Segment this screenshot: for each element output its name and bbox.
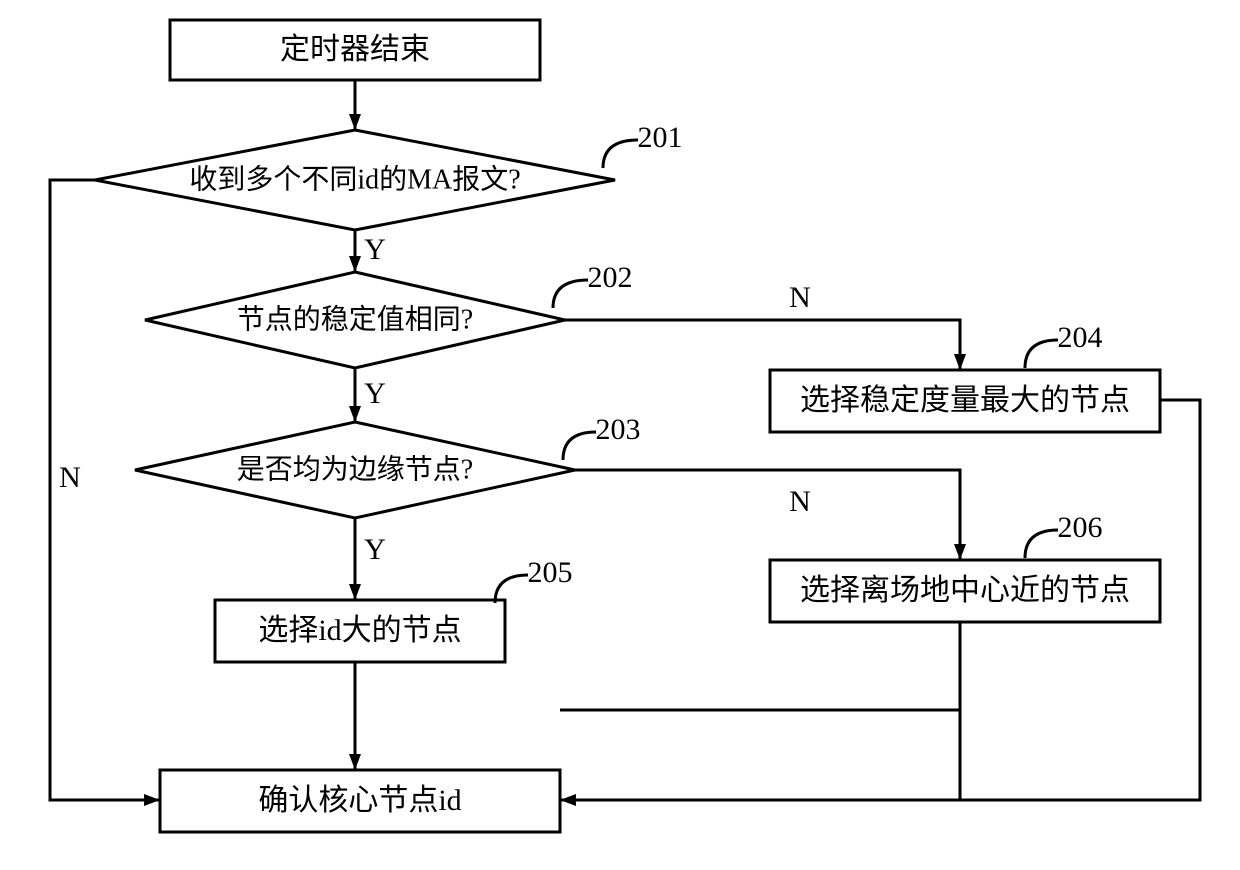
step-label-l203: 203 — [596, 413, 641, 446]
node-b205-text: 选择id大的节点 — [258, 614, 461, 647]
arrowhead — [954, 544, 966, 560]
callout-c202 — [553, 280, 588, 308]
callout-c206 — [1025, 530, 1058, 558]
node-start-text: 定时器结束 — [280, 33, 430, 66]
node-b204-text: 选择稳定度量最大的节点 — [800, 384, 1130, 417]
arrowhead — [349, 406, 361, 422]
callout-c203 — [563, 432, 596, 460]
b206-down-to-end — [560, 622, 960, 710]
callout-c201 — [603, 140, 638, 168]
callout-c204 — [1025, 340, 1058, 368]
arrowhead — [349, 256, 361, 272]
d203-N-to-b206-label: N — [789, 485, 811, 518]
d203-Y-to-b205-label: Y — [364, 533, 386, 566]
arrowhead — [349, 114, 361, 130]
arrowhead — [954, 354, 966, 370]
d202-N-to-b204-label: N — [789, 281, 811, 314]
d202-N-to-b204 — [565, 320, 960, 370]
step-label-l202: 202 — [588, 261, 633, 294]
arrowhead — [349, 584, 361, 600]
node-d201-text: 收到多个不同id的MA报文? — [189, 163, 520, 195]
d202-Y-to-d203-label: Y — [364, 377, 386, 410]
arrowhead — [144, 794, 160, 806]
arrowhead — [349, 754, 361, 770]
step-label-l206: 206 — [1058, 511, 1103, 544]
step-label-l205: 205 — [528, 556, 573, 589]
node-end-text: 确认核心节点id — [258, 784, 461, 817]
arrowhead — [560, 794, 576, 806]
node-d202-text: 节点的稳定值相同? — [237, 303, 473, 335]
flowchart-canvas: Y Y Y N N N 定时器结束收到多个不同id的MA报文? 节点的稳定值相同? 是否均为边缘… — [0, 0, 1240, 870]
node-d203-text: 是否均为边缘节点? — [237, 453, 473, 485]
step-label-l204: 204 — [1058, 321, 1103, 354]
d203-N-to-b206 — [575, 470, 960, 560]
d201-N-left-to-end-label: N — [59, 461, 81, 494]
node-b206-text: 选择离场地中心近的节点 — [800, 574, 1130, 607]
step-label-l201: 201 — [638, 121, 683, 154]
d201-Y-to-d202-label: Y — [364, 233, 386, 266]
